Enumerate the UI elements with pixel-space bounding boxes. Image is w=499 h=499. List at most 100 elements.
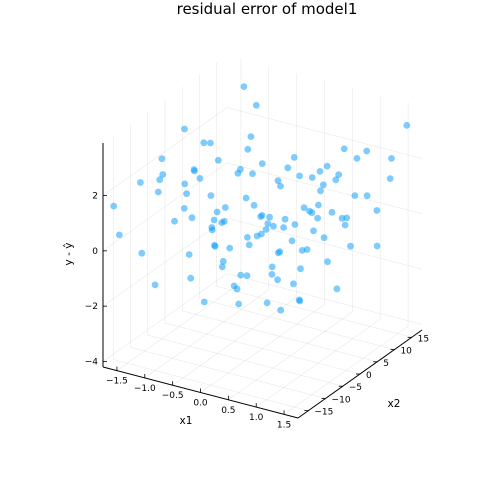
- x-axis-label: x1: [180, 415, 193, 427]
- data-point: [277, 182, 284, 190]
- data-point: [196, 175, 204, 182]
- x-tick-label: 0.0: [193, 399, 208, 409]
- data-point: [159, 171, 167, 178]
- y-tick-label: 15: [418, 334, 429, 344]
- data-point: [242, 194, 250, 202]
- y-axis-label: x2: [388, 398, 401, 410]
- grid-line: [226, 273, 423, 325]
- data-point: [151, 281, 159, 289]
- data-point: [207, 192, 215, 200]
- data-point: [363, 147, 371, 155]
- grid-line: [283, 326, 409, 415]
- data-point: [373, 207, 381, 214]
- data-point: [290, 280, 297, 288]
- data-point: [247, 133, 255, 141]
- y-tick-label: −15: [314, 408, 333, 418]
- data-point: [158, 155, 166, 163]
- data-point: [214, 156, 222, 164]
- grid-line: [226, 217, 423, 270]
- data-point: [297, 265, 304, 273]
- data-point: [213, 208, 221, 216]
- data-point: [300, 204, 308, 212]
- data-point: [156, 176, 164, 184]
- data-point: [233, 285, 241, 293]
- grid-line: [199, 298, 395, 350]
- data-point: [200, 139, 208, 147]
- data-point: [240, 83, 248, 90]
- data-point: [235, 300, 243, 308]
- data-point: [226, 244, 234, 252]
- data-point: [270, 222, 277, 230]
- grid-line: [113, 359, 309, 411]
- grid-line: [226, 107, 423, 159]
- data-point: [403, 121, 411, 129]
- data-point: [210, 216, 218, 224]
- z-tick-label: 2: [92, 192, 98, 202]
- data-point: [317, 187, 324, 195]
- data-point: [298, 247, 306, 254]
- data-point: [347, 242, 354, 250]
- data-point: [200, 298, 208, 306]
- data-point: [211, 243, 219, 250]
- data-point: [340, 145, 348, 153]
- data-point: [250, 201, 258, 209]
- data-point: [268, 263, 276, 271]
- data-point: [218, 219, 226, 227]
- data-point: [221, 204, 229, 211]
- data-point: [258, 212, 266, 219]
- x-tick-label: −0.5: [162, 391, 184, 401]
- grid-line: [172, 296, 297, 386]
- y-tick-label: 5: [383, 359, 389, 369]
- data-point: [268, 271, 276, 278]
- data-point: [115, 231, 123, 239]
- tick-labels: −1.5 −1.0 −0.5 0.0 0.5 1.0 1.5 −15 −10 −5 0 5 10 15 −4…: [85, 192, 429, 431]
- data-point: [190, 166, 198, 173]
- z-tick-label: −2: [85, 302, 98, 312]
- grid-line: [116, 282, 242, 371]
- data-point: [110, 202, 118, 210]
- data-point: [243, 272, 251, 280]
- grid-line: [216, 286, 412, 338]
- data-point: [245, 241, 253, 249]
- data-point: [281, 215, 289, 223]
- data-point: [315, 201, 322, 209]
- data-point: [219, 257, 227, 265]
- data-point: [274, 276, 281, 284]
- chart-title: residual error of model1: [177, 0, 358, 18]
- y-tick-label: −10: [332, 395, 351, 405]
- data-point: [323, 162, 331, 170]
- data-point: [388, 155, 395, 162]
- data-point: [333, 285, 341, 293]
- data-point: [310, 227, 317, 235]
- data-point: [262, 226, 270, 233]
- data-point: [181, 180, 189, 188]
- data-point: [363, 192, 371, 200]
- data-point: [266, 213, 273, 221]
- data-point: [306, 207, 313, 215]
- data-point: [138, 249, 146, 257]
- data-point: [244, 234, 251, 241]
- grid-line: [226, 162, 423, 215]
- grid-line: [102, 217, 228, 307]
- data-point: [341, 221, 349, 229]
- grid-line: [130, 347, 326, 399]
- data-point: [264, 220, 272, 228]
- data-point: [180, 205, 188, 212]
- data-point: [324, 258, 331, 266]
- data-point: [284, 164, 292, 172]
- z-tick-label: 0: [92, 247, 98, 257]
- data-point: [308, 174, 316, 181]
- data-point: [252, 101, 260, 109]
- data-point: [290, 154, 298, 161]
- grid-line: [200, 304, 325, 393]
- z-axis-label: y - ŷ: [63, 243, 75, 266]
- data-point: [207, 139, 214, 147]
- data-point: [183, 190, 191, 198]
- data-point: [253, 232, 261, 240]
- data-point: [187, 274, 195, 282]
- data-point: [319, 181, 327, 189]
- data-point: [314, 214, 321, 222]
- data-point: [288, 237, 296, 245]
- data-point: [328, 208, 336, 216]
